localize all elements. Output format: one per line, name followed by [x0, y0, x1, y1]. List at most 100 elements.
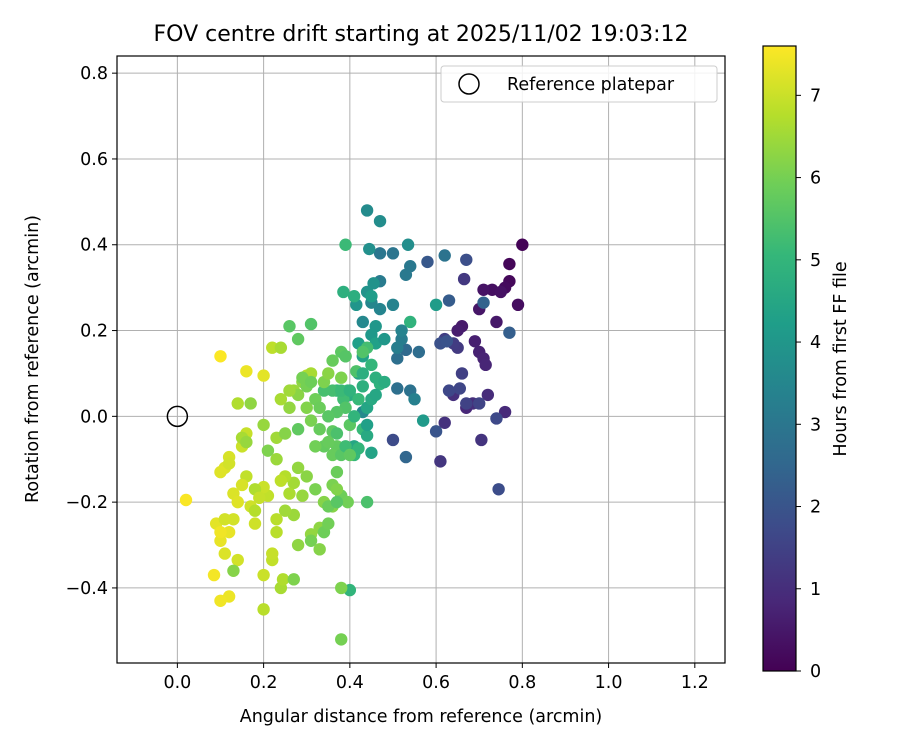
data-point	[326, 448, 339, 462]
data-point	[330, 483, 344, 496]
x-axis-label: Angular distance from reference (arcmin)	[240, 707, 603, 727]
data-point	[511, 298, 525, 312]
data-point	[356, 380, 369, 393]
data-point	[503, 326, 516, 339]
data-point	[326, 384, 339, 397]
data-point	[360, 429, 374, 442]
y-tick-label: 0.6	[80, 150, 108, 170]
data-point	[266, 547, 279, 560]
data-point	[416, 414, 430, 427]
data-point	[356, 315, 369, 329]
data-point	[404, 315, 417, 329]
data-point	[335, 633, 348, 646]
x-tick-label: 1.0	[595, 673, 623, 693]
data-point	[257, 369, 270, 382]
data-point	[378, 332, 391, 346]
data-point	[283, 384, 296, 397]
legend: Reference platepar	[440, 65, 718, 103]
data-point	[365, 358, 378, 372]
data-point	[440, 335, 454, 348]
data-point	[214, 525, 227, 539]
y-tick-label: 0.0	[80, 407, 108, 427]
data-point	[356, 367, 369, 380]
data-point	[365, 446, 378, 460]
data-point	[296, 489, 309, 502]
colorbar-tick-label: 5	[810, 251, 821, 271]
colorbar-tick-label: 0	[810, 662, 821, 682]
data-point	[270, 525, 283, 539]
data-point	[352, 442, 365, 455]
data-point	[300, 401, 313, 414]
data-point	[503, 257, 516, 271]
data-point	[304, 534, 318, 547]
x-tick-label: 1.2	[681, 673, 709, 693]
data-point	[287, 573, 300, 586]
data-point	[322, 410, 335, 423]
data-point	[278, 504, 292, 517]
data-point	[352, 392, 365, 406]
data-point	[378, 375, 391, 389]
plot-frame	[116, 55, 726, 664]
data-point	[399, 268, 413, 281]
data-point	[434, 455, 447, 468]
data-point	[460, 253, 473, 266]
data-point	[218, 513, 232, 526]
y-tick-label: 0.8	[80, 64, 108, 84]
data-point	[373, 302, 387, 316]
data-point	[468, 335, 482, 348]
data-point	[330, 427, 344, 440]
data-point	[386, 433, 400, 447]
data-point	[460, 397, 473, 410]
data-point	[270, 513, 283, 526]
data-points	[179, 204, 529, 646]
data-point	[309, 440, 322, 453]
data-point	[304, 317, 318, 331]
data-point	[490, 315, 503, 329]
data-point	[490, 412, 503, 425]
data-point	[339, 238, 352, 251]
data-point	[222, 525, 236, 539]
data-point	[360, 204, 374, 217]
chart-title: FOV centre drift starting at 2025/11/02 …	[154, 22, 689, 47]
data-point	[274, 474, 288, 487]
data-point	[304, 414, 318, 427]
y-axis-ticks: −0.4 −0.2 0.0 0.2 0.4 0.6 0.8	[66, 64, 117, 599]
data-point	[438, 416, 451, 429]
data-point	[270, 453, 283, 466]
data-point	[442, 294, 456, 307]
x-tick-label: 0.4	[336, 673, 364, 693]
colorbar-tick-label: 6	[810, 169, 821, 189]
data-point	[231, 495, 244, 509]
data-point	[179, 493, 193, 507]
data-point	[479, 358, 492, 372]
data-point	[429, 425, 443, 438]
data-point	[291, 423, 305, 436]
colorbar-tick-label: 2	[810, 498, 821, 518]
data-point	[231, 553, 244, 567]
reference-platepar-marker	[166, 405, 189, 428]
y-tick-label: −0.2	[66, 493, 109, 513]
data-point	[516, 238, 529, 251]
data-point	[317, 384, 331, 397]
data-point	[442, 384, 456, 397]
data-point	[214, 534, 227, 547]
data-point	[326, 354, 339, 367]
legend-label: Reference platepar	[507, 75, 675, 95]
data-point	[457, 272, 471, 286]
x-tick-label: 0.8	[508, 673, 536, 693]
data-point	[287, 476, 300, 490]
data-point	[347, 410, 361, 423]
y-tick-label: −0.4	[66, 579, 109, 599]
data-point	[429, 298, 443, 312]
x-tick-label: 0.2	[250, 673, 278, 693]
data-point	[395, 324, 408, 337]
data-point	[360, 418, 374, 432]
data-point	[283, 401, 296, 414]
data-point	[367, 277, 380, 290]
data-point	[291, 538, 305, 552]
data-point	[391, 341, 404, 354]
data-point	[322, 367, 335, 380]
data-point	[248, 517, 262, 530]
data-point	[248, 504, 262, 517]
